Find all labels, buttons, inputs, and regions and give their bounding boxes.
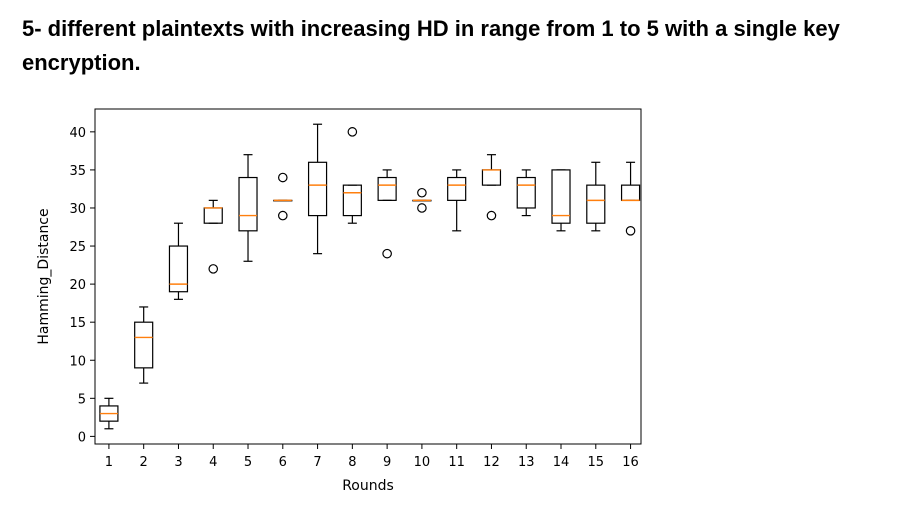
outlier-point: [347, 127, 358, 137]
box-group-round-3: [168, 222, 189, 300]
y-tick-label: 0: [78, 430, 86, 445]
x-tick-label: 16: [622, 455, 639, 470]
box-iqr: [481, 169, 502, 186]
y-tick-label: 35: [69, 164, 86, 179]
x-tick-label: 11: [448, 455, 465, 470]
box-iqr: [447, 176, 467, 201]
box-group-round-1: [99, 397, 119, 430]
box-iqr: [377, 176, 397, 201]
box-group-round-10: [412, 187, 432, 213]
x-tick-label: 14: [553, 455, 570, 470]
x-tick-label: 9: [383, 455, 391, 470]
x-tick-label: 6: [279, 455, 287, 470]
box-group-round-9: [377, 169, 397, 259]
y-tick-label: 30: [69, 202, 86, 217]
box-iqr: [134, 321, 154, 369]
x-tick-label: 13: [518, 455, 535, 470]
y-tick-label: 40: [69, 126, 86, 141]
box-group-round-4: [203, 199, 223, 274]
box-group-round-6: [273, 172, 293, 221]
x-tick-label: 4: [209, 455, 217, 470]
box-group-round-16: [620, 161, 641, 236]
box-group-round-12: [481, 154, 502, 221]
y-tick-label: 25: [69, 240, 86, 255]
box-group-round-11: [447, 169, 467, 232]
x-tick-label: 7: [313, 455, 321, 470]
box-iqr: [586, 184, 606, 224]
y-tick-label: 15: [69, 316, 86, 331]
x-tick-label: 12: [483, 455, 500, 470]
box-group-round-7: [307, 123, 328, 255]
box-iqr: [342, 184, 362, 217]
outlier-point: [208, 264, 219, 274]
x-tick-label: 8: [348, 455, 356, 470]
outlier-point: [625, 226, 636, 236]
outlier-point: [382, 248, 392, 259]
x-tick-label: 10: [414, 455, 431, 470]
box-iqr: [203, 207, 223, 224]
x-tick-label: 2: [140, 455, 148, 470]
plot-layer: [99, 123, 641, 430]
x-tick-label: 5: [244, 455, 252, 470]
box-iqr: [551, 169, 571, 224]
outlier-point: [417, 187, 427, 198]
box-group-round-5: [238, 154, 258, 262]
box-iqr: [307, 161, 328, 217]
box-iqr: [168, 245, 189, 293]
plot-frame: [94, 108, 642, 445]
box-iqr: [238, 176, 258, 232]
outlier-point: [417, 203, 427, 213]
x-tick-label: 15: [588, 455, 605, 470]
box-group-round-2: [134, 306, 154, 384]
x-axis-title: Rounds: [342, 478, 394, 494]
x-tick-label: 3: [174, 455, 182, 470]
y-tick-label: 10: [69, 354, 86, 369]
outlier-point: [277, 210, 288, 221]
page-heading: 5- different plaintexts with increasing …: [22, 16, 840, 75]
outlier-point: [277, 172, 288, 183]
box-group-round-8: [342, 127, 362, 224]
box-iqr: [620, 184, 641, 201]
x-tick-label: 1: [105, 455, 113, 470]
outlier-point: [486, 210, 497, 221]
box-iqr: [516, 176, 536, 209]
y-tick-label: 20: [69, 278, 86, 293]
box-group-round-13: [516, 169, 536, 217]
box-group-round-15: [586, 161, 606, 232]
y-axis-title: Hamming_Distance: [36, 208, 52, 344]
box-group-round-14: [551, 169, 571, 232]
y-tick-label: 5: [78, 392, 86, 407]
